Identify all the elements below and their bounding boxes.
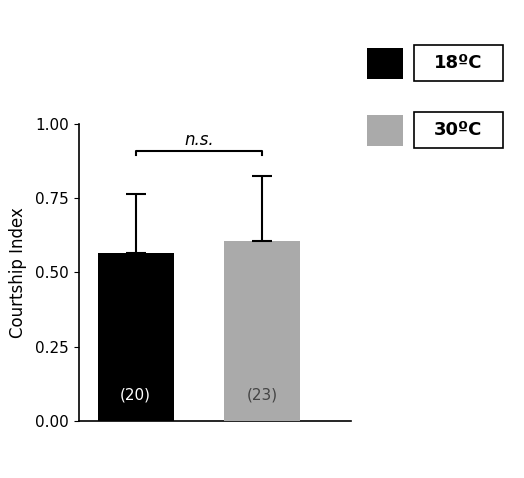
Text: 30ºC: 30ºC xyxy=(434,121,483,139)
Y-axis label: Courtship Index: Courtship Index xyxy=(9,207,27,338)
Text: 18ºC: 18ºC xyxy=(434,54,483,72)
Bar xyxy=(97,253,173,421)
Bar xyxy=(224,241,300,421)
Text: (20): (20) xyxy=(120,388,151,403)
Text: n.s.: n.s. xyxy=(184,131,214,150)
Text: (23): (23) xyxy=(247,388,278,403)
